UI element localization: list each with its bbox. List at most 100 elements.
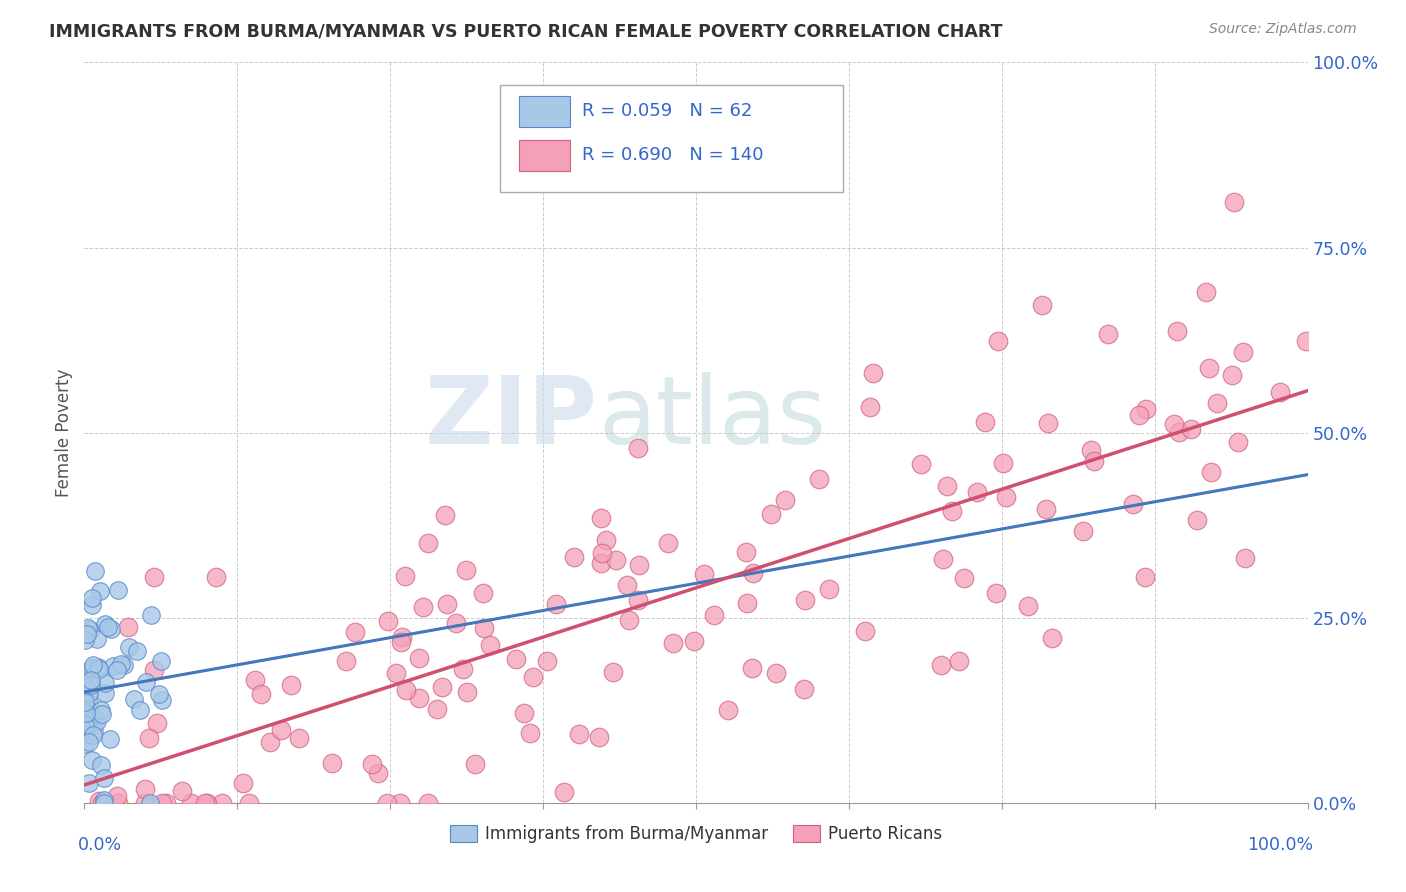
Point <box>1234 551 1257 566</box>
Point <box>436 597 458 611</box>
Point <box>135 675 157 690</box>
Point <box>619 613 641 627</box>
Point <box>117 640 139 654</box>
Point <box>446 615 468 630</box>
Point <box>391 630 413 644</box>
Point <box>79 623 101 637</box>
Point <box>100 622 122 636</box>
Point <box>148 687 170 701</box>
Point <box>948 654 970 668</box>
Point <box>953 571 976 585</box>
Point <box>793 682 815 697</box>
Point <box>134 796 156 810</box>
Point <box>932 552 955 566</box>
Point <box>395 682 418 697</box>
Point <box>143 664 166 678</box>
Point <box>408 651 430 665</box>
Point <box>117 620 139 634</box>
Point <box>546 597 568 611</box>
Point <box>76 621 98 635</box>
Text: ZIP: ZIP <box>425 372 598 464</box>
Point <box>818 582 841 597</box>
Point <box>129 703 152 717</box>
Point <box>434 508 457 523</box>
Point <box>107 796 129 810</box>
FancyBboxPatch shape <box>519 95 569 127</box>
Point <box>112 657 135 672</box>
Point <box>93 771 115 785</box>
Point <box>616 578 638 592</box>
Y-axis label: Female Poverty: Female Poverty <box>55 368 73 497</box>
Point <box>86 632 108 646</box>
FancyBboxPatch shape <box>519 140 569 171</box>
Point <box>94 686 117 700</box>
Point <box>105 664 128 678</box>
Point <box>589 556 612 570</box>
Point <box>1185 513 1208 527</box>
Point <box>80 599 103 613</box>
Point <box>77 776 100 790</box>
Point <box>87 660 110 674</box>
Point <box>987 334 1010 349</box>
Point <box>360 757 382 772</box>
Point <box>1167 425 1189 440</box>
Point <box>1080 443 1102 458</box>
Point <box>259 735 281 749</box>
Point <box>142 569 165 583</box>
Point <box>703 608 725 623</box>
Point <box>966 484 988 499</box>
Point <box>80 673 103 687</box>
Point <box>931 657 953 672</box>
Text: R = 0.059   N = 62: R = 0.059 N = 62 <box>582 102 752 120</box>
Point <box>388 796 411 810</box>
Point <box>75 718 97 732</box>
Point <box>737 596 759 610</box>
Point <box>936 478 959 492</box>
Point <box>1128 408 1150 422</box>
Point <box>77 734 100 748</box>
Point <box>76 626 98 640</box>
Point <box>591 511 613 525</box>
Point <box>735 545 758 559</box>
Point <box>1163 417 1185 432</box>
Point <box>1035 501 1057 516</box>
Point <box>93 796 115 810</box>
Point <box>1083 453 1105 467</box>
Point <box>416 796 439 810</box>
Point <box>1180 421 1202 435</box>
Point <box>1071 524 1094 538</box>
Point <box>1222 368 1244 382</box>
Point <box>761 507 783 521</box>
Point <box>464 757 486 772</box>
Point <box>288 731 311 745</box>
Point <box>75 706 97 720</box>
Point <box>343 624 366 639</box>
Point <box>80 661 103 675</box>
Text: 100.0%: 100.0% <box>1247 836 1313 855</box>
Legend: Immigrants from Burma/Myanmar, Puerto Ricans: Immigrants from Burma/Myanmar, Puerto Ri… <box>443 819 949 850</box>
Point <box>110 657 132 671</box>
Point <box>1042 631 1064 645</box>
Point <box>375 796 398 810</box>
Point <box>941 504 963 518</box>
Point <box>139 796 162 810</box>
Point <box>588 730 610 744</box>
Point <box>97 620 120 634</box>
Point <box>134 782 156 797</box>
Point <box>479 638 502 652</box>
Point <box>808 471 831 485</box>
Point <box>562 549 585 564</box>
Point <box>505 652 527 666</box>
Point <box>1295 334 1317 348</box>
Point <box>1195 285 1218 300</box>
Point <box>993 456 1015 470</box>
Point <box>122 692 145 706</box>
Point <box>321 756 343 771</box>
Point <box>775 492 797 507</box>
Point <box>150 655 173 669</box>
Point <box>1031 298 1053 312</box>
Point <box>367 765 389 780</box>
Point <box>243 673 266 687</box>
Point <box>82 591 104 605</box>
Point <box>1232 345 1254 359</box>
